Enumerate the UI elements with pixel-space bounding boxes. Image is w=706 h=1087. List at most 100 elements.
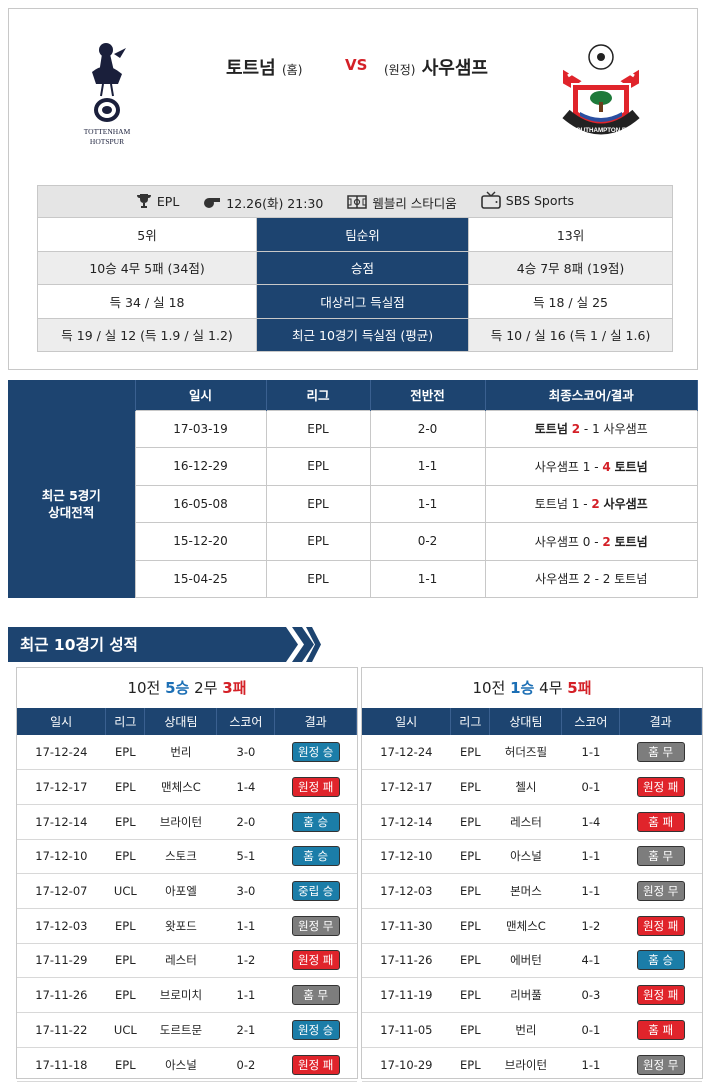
result-badge: 원정 패 xyxy=(291,950,340,971)
compare-home: 득 19 / 실 12 (득 1.9 / 실 1.2) xyxy=(36,317,258,352)
recent-score: 0-3 xyxy=(561,977,620,1013)
recent-score: 1-2 xyxy=(216,943,275,979)
h2h-home-score: 2 xyxy=(571,422,581,437)
recent-result-cell: 원정 패 xyxy=(619,769,702,805)
recent-score: 4-1 xyxy=(561,943,620,979)
h2h-date: 16-12-29 xyxy=(134,447,267,486)
recent-opponent: 맨체스C xyxy=(489,908,562,944)
recent-date: 17-11-19 xyxy=(362,977,451,1013)
col-header: 결과 xyxy=(619,708,702,735)
h2h-away-score: 2 xyxy=(602,572,611,587)
recent-score: 1-2 xyxy=(561,908,620,944)
h2h-dash: - xyxy=(583,497,588,512)
southampton-logo-text: SOUTHAMPTON FC xyxy=(572,127,631,134)
recent-league: EPL xyxy=(450,839,490,875)
broadcast-info: SBS Sports xyxy=(480,191,574,209)
recent-score: 2-0 xyxy=(216,804,275,840)
away-recent-panel: 10전 1승 4무 5패 일시 리그 상대팀 스코어 결과 17-12-24 EP… xyxy=(361,667,703,1083)
result-badge: 홈 무 xyxy=(636,846,685,867)
col-header: 스코어 xyxy=(216,708,276,735)
h2h-home-team: 토트넘 xyxy=(534,497,568,512)
recent-row: 17-12-07 UCL 아포엘 3-0 중립 승 xyxy=(17,873,357,909)
recent-opponent: 브로미치 xyxy=(144,977,217,1013)
recent-row: 17-11-22 UCL 도르트문 2-1 원정 승 xyxy=(17,1012,357,1048)
col-header: 상대팀 xyxy=(489,708,563,735)
recent-league: EPL xyxy=(105,977,145,1013)
h2h-row: 16-05-08 EPL 1-1 토트넘 1 - 2 사우샘프 xyxy=(8,484,698,523)
recent-result-cell: 원정 승 xyxy=(274,735,357,771)
recent-opponent: 스토크 xyxy=(144,839,217,875)
compare-label: 최근 10경기 득실점 (평균) xyxy=(256,317,470,352)
recent-row: 17-12-17 EPL 첼시 0-1 원정 패 xyxy=(362,769,702,805)
recent-result-cell: 홈 패 xyxy=(619,1012,702,1048)
h2h-home-team: 사우샘프 xyxy=(534,534,579,549)
vs-label: VS xyxy=(345,56,368,74)
recent-date: 17-12-03 xyxy=(362,873,451,909)
recent-result-cell: 원정 패 xyxy=(619,977,702,1013)
recent-row: 17-12-03 EPL 왓포드 1-1 원정 무 xyxy=(17,908,357,944)
recent-date: 17-12-10 xyxy=(362,839,451,875)
recent-date: 17-11-05 xyxy=(362,1012,451,1048)
compare-home: 5위 xyxy=(36,217,258,252)
recent-score: 3-0 xyxy=(216,873,275,909)
recent-league: EPL xyxy=(450,943,490,979)
recent-row: 17-11-30 EPL 맨체스C 1-2 원정 패 xyxy=(362,908,702,944)
col-header: 스코어 xyxy=(561,708,621,735)
recent-row: 17-11-18 EPL 아스널 0-2 원정 패 xyxy=(17,1047,357,1083)
h2h-header: 전반전 xyxy=(370,380,486,410)
h2h-final: 사우샘프 2 - 2 토트넘 xyxy=(484,559,698,598)
recent-opponent: 본머스 xyxy=(489,873,562,909)
col-header: 리그 xyxy=(450,708,491,735)
compare-row: 5위 팀순위 13위 xyxy=(36,217,673,252)
h2h-half: 1-1 xyxy=(369,447,486,486)
recent-result-cell: 홈 승 xyxy=(619,943,702,979)
recent-result-cell: 원정 무 xyxy=(619,1047,702,1083)
h2h-away-team: 토트넘 xyxy=(614,534,648,549)
recent-opponent: 첼시 xyxy=(489,769,562,805)
compare-away: 득 18 / 실 25 xyxy=(468,284,673,319)
recent-score: 1-1 xyxy=(561,735,620,771)
recent-opponent: 리버풀 xyxy=(489,977,562,1013)
recent-result-cell: 원정 패 xyxy=(619,908,702,944)
h2h-away-team: 사우샘프 xyxy=(603,422,648,437)
match-info-box xyxy=(8,8,698,370)
whistle-icon xyxy=(204,198,221,208)
recent-title-text: 최근 10경기 성적 xyxy=(20,635,138,654)
recent-league: EPL xyxy=(450,1012,490,1048)
recent-date: 17-11-22 xyxy=(17,1012,106,1048)
h2h-row: 16-12-29 EPL 1-1 사우샘프 1 - 4 토트넘 xyxy=(8,447,698,486)
result-badge: 홈 무 xyxy=(636,742,685,763)
compare-away: 4승 7무 8패 (19점) xyxy=(468,250,673,285)
h2h-league: EPL xyxy=(265,409,371,448)
h2h-final: 사우샘프 1 - 4 토트넘 xyxy=(484,447,698,486)
home-team-name: 토트넘 (홈) xyxy=(226,58,303,79)
compare-label: 대상리그 득실점 xyxy=(256,284,470,319)
h2h-home-score: 2 xyxy=(583,572,591,587)
h2h-label: 최근 5경기 상대전적 xyxy=(8,410,135,598)
recent-result-cell: 중립 승 xyxy=(274,873,357,909)
h2h-header: 일시 xyxy=(135,380,267,410)
tottenham-logo-text: HOTSPUR xyxy=(90,137,124,146)
recent-score: 1-1 xyxy=(561,839,620,875)
compare-away: 13위 xyxy=(468,217,673,252)
h2h-date: 15-12-20 xyxy=(134,522,267,561)
recent-result-cell: 원정 승 xyxy=(274,1012,357,1048)
result-badge: 원정 무 xyxy=(636,881,685,902)
compare-label: 승점 xyxy=(256,250,470,285)
recent-score: 5-1 xyxy=(216,839,275,875)
recent-score: 0-1 xyxy=(561,769,620,805)
h2h-league: EPL xyxy=(265,484,371,523)
recent-league: EPL xyxy=(450,769,490,805)
recent-opponent: 아포엘 xyxy=(144,873,217,909)
recent-league: UCL xyxy=(105,873,145,909)
col-header: 일시 xyxy=(362,708,452,735)
recent-league: EPL xyxy=(105,769,145,805)
recent-result-cell: 원정 패 xyxy=(274,769,357,805)
h2h-dash: - xyxy=(583,422,589,437)
recent-opponent: 도르트문 xyxy=(144,1012,217,1048)
result-badge: 원정 패 xyxy=(636,915,685,936)
recent-opponent: 번리 xyxy=(144,735,217,771)
compare-row: 득 34 / 실 18 대상리그 득실점 득 18 / 실 25 xyxy=(36,284,673,319)
recent-score: 0-1 xyxy=(561,1012,620,1048)
h2h-away-score: 1 xyxy=(592,422,600,437)
